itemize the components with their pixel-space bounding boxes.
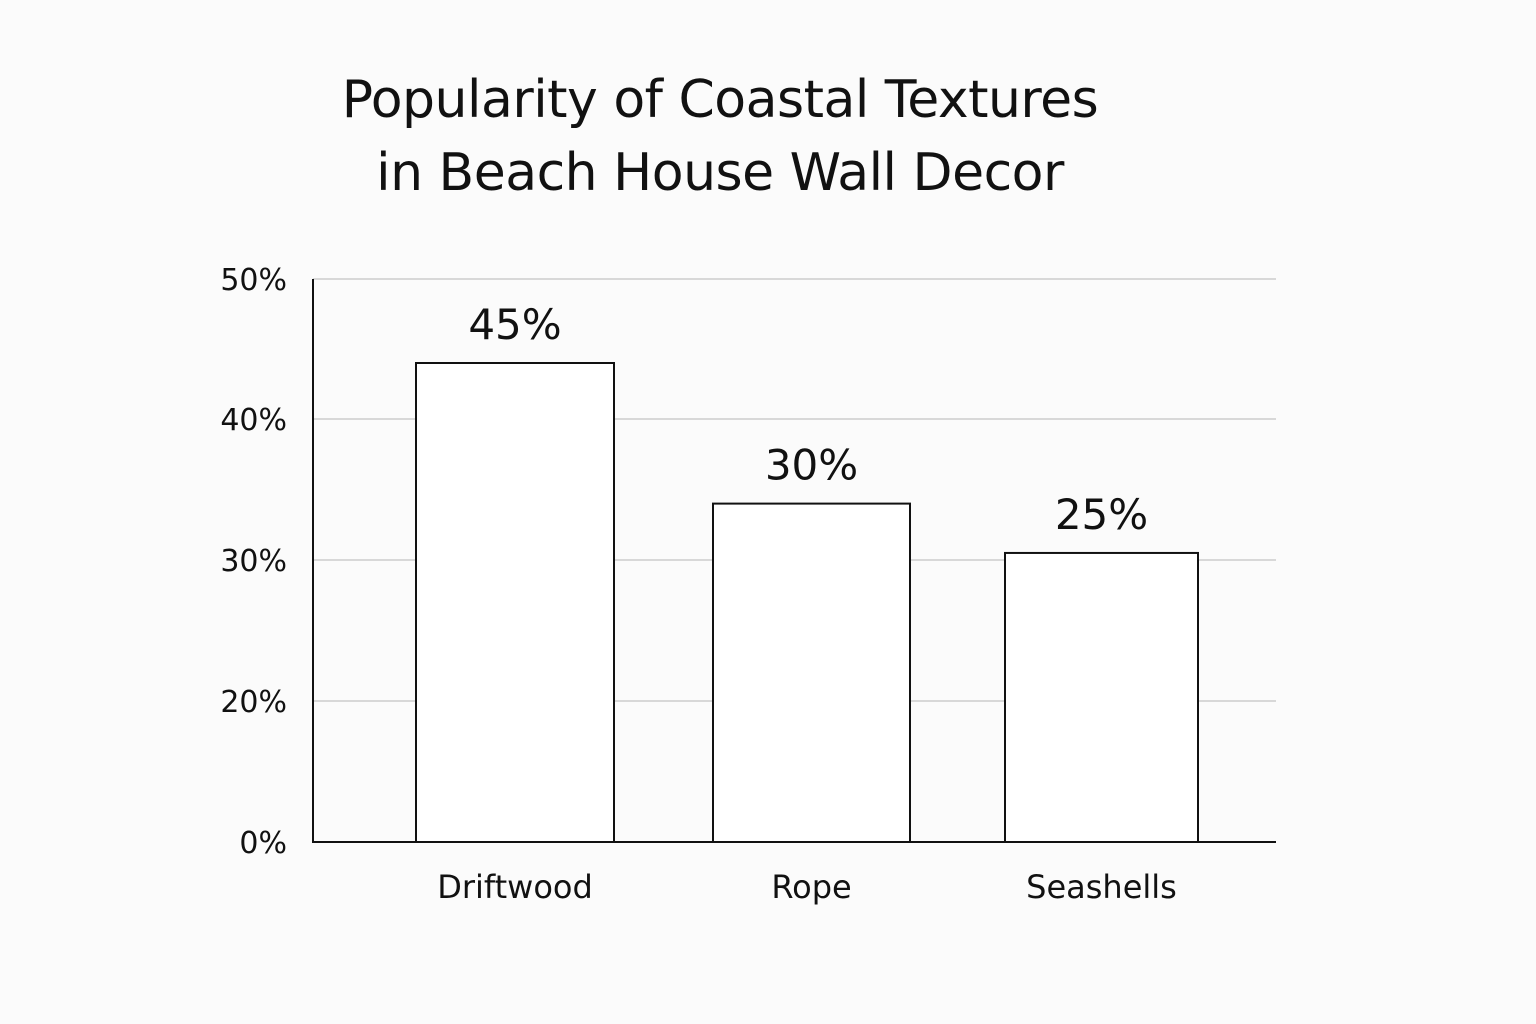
y-tick-label: 30% — [220, 544, 287, 579]
data-label-seashells: 25% — [1055, 490, 1148, 539]
y-tick-label: 40% — [220, 403, 287, 438]
data-label-rope: 30% — [765, 441, 858, 490]
category-label-seashells: Seashells — [1026, 868, 1177, 906]
bar-rope — [712, 502, 911, 843]
y-tick-label: 0% — [239, 826, 287, 861]
data-label-driftwood: 45% — [468, 300, 561, 349]
category-label-driftwood: Driftwood — [437, 868, 593, 906]
category-label-rope: Rope — [771, 868, 851, 906]
bar-driftwood — [415, 362, 615, 843]
chart-title-line-1: Popularity of Coastal Textures — [341, 70, 1099, 130]
y-tick-label: 20% — [220, 685, 287, 720]
chart-title-line-2: in Beach House Wall Decor — [376, 143, 1064, 203]
y-tick-label: 50% — [220, 263, 287, 298]
bar-seashells — [1004, 551, 1199, 843]
